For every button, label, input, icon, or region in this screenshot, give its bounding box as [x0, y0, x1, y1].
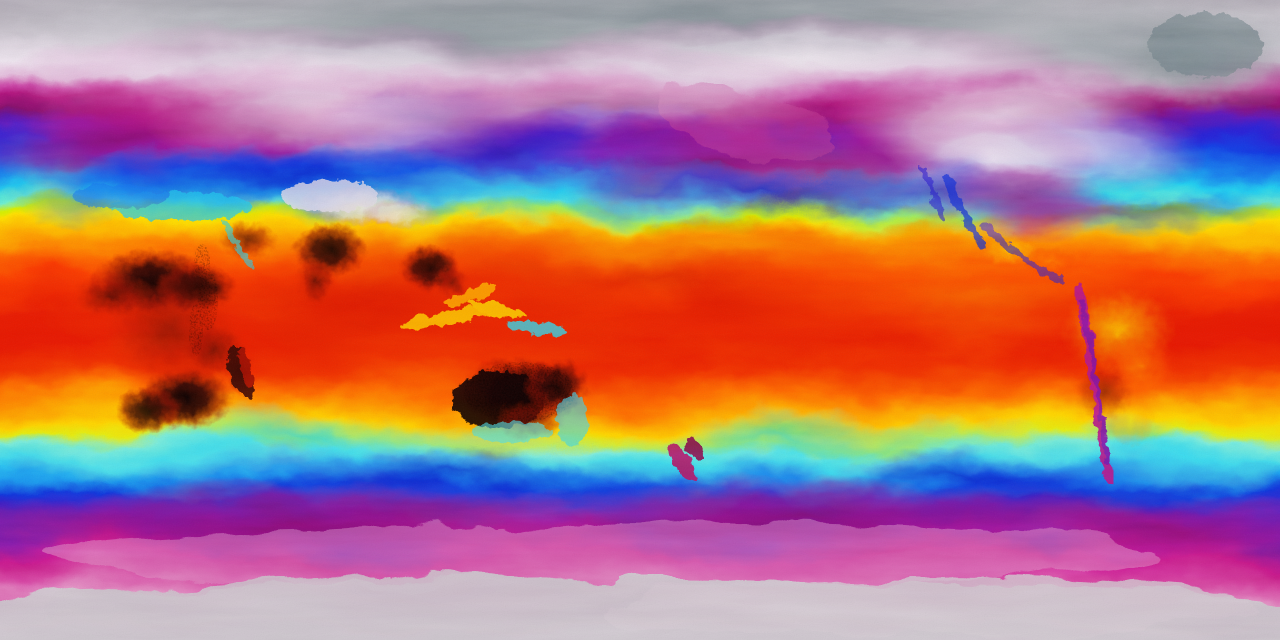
final-smoothing-overlay — [0, 0, 1280, 640]
global-temperature-map: Global Surface Temperature Visualization… — [0, 0, 1280, 640]
